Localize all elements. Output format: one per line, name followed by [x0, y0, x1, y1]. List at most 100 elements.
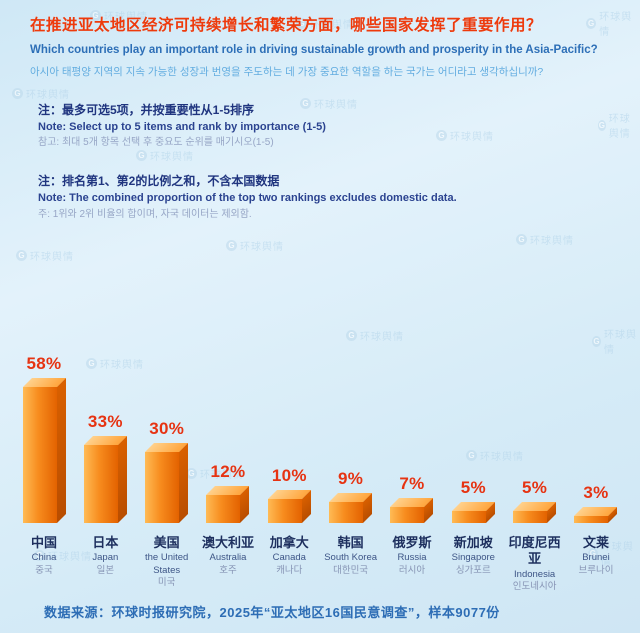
category-label-kr: 싱가포르 [455, 564, 491, 576]
bar-group: 12% 澳大利亚 Australia 호주 [198, 462, 258, 583]
category-labels: 韩国 South Korea 대한민국 [324, 535, 377, 583]
bar-front-face [206, 495, 241, 523]
bar-group: 30% 美国 the United States 미국 [137, 419, 197, 588]
bar-value-label: 12% [210, 462, 246, 481]
bar [513, 502, 557, 523]
watermark-text: 环球舆情 [530, 236, 574, 247]
category-label-kr: 대한민국 [333, 564, 369, 576]
category-label-en: South Korea [324, 552, 378, 564]
note-selection-kr: 참고: 최대 5개 항목 선택 후 중요도 순위를 매기시오(1-5) [38, 137, 274, 149]
bar-value-label: 3% [583, 483, 609, 502]
bar-group: 58% 中国 China 중국 [14, 354, 74, 583]
bar [145, 443, 189, 523]
bar-front-face [329, 502, 364, 523]
content: 在推进亚太地区经济可持续增长和繁荣方面，哪些国家发挥了重要作用？ Which c… [30, 0, 610, 222]
bar [329, 493, 373, 523]
watermark-text: 环球舆情 [240, 242, 284, 253]
bar [451, 502, 495, 523]
category-labels: 美国 the United States 미국 [137, 535, 197, 588]
category-label-cn: 美国 [153, 535, 180, 550]
category-label-en: Brunei [582, 552, 610, 564]
category-labels: 文莱 Brunei 브루나이 [578, 535, 613, 583]
bar-front-face [145, 452, 180, 523]
category-labels: 加拿大 Canada 캐나다 [270, 535, 309, 583]
bar-group: 10% 加拿大 Canada 캐나다 [259, 466, 319, 583]
bar-front-face [390, 507, 425, 523]
bar-side-face [56, 378, 66, 523]
category-label-en: Indonesia [514, 568, 556, 580]
watermark-logo-icon: G [12, 88, 23, 99]
bar-front-face [83, 445, 118, 523]
bar-side-face [117, 436, 127, 523]
note-methodology-cn: 注：排名第1、第2的比例之和，不含本国数据 [38, 174, 280, 189]
bar [206, 486, 250, 523]
watermark-logo-icon: G [592, 335, 601, 347]
bar-value-label: 33% [87, 412, 123, 431]
bars-row: 58% 中国 China 중국 33% 日本 Japan 일본 30% 美国 the United … [14, 354, 626, 592]
bar-value-label: 30% [149, 419, 185, 438]
category-labels: 新加坡 Singapore 싱가포르 [452, 535, 495, 583]
page-title-en: Which countries play an important role i… [30, 44, 598, 57]
bar-group: 5% 印度尼西亚 Indonesia 인도네시아 [505, 478, 565, 592]
category-label-en: Russia [397, 552, 427, 564]
category-label-en: Canada [272, 552, 306, 564]
bar-group: 5% 新加坡 Singapore 싱가포르 [443, 478, 503, 583]
category-label-cn: 中国 [30, 535, 57, 550]
note-methodology: 注：排名第1、第2的比例之和，不含本国数据 Note: The combined… [38, 172, 610, 222]
watermark: G 环球舆情 [516, 232, 574, 247]
bar-value-label: 7% [399, 474, 425, 493]
category-label-cn: 韩国 [337, 535, 364, 550]
watermark-text: 环球舆情 [608, 114, 631, 140]
watermark: G 环球舆情 [226, 238, 284, 253]
category-labels: 中国 China 중국 [31, 535, 57, 583]
category-label-en: Singapore [451, 552, 495, 564]
source-note: 数据来源：环球时报研究院，2025年“亚太地区16国民意调查”，样本9077份 [44, 605, 500, 620]
bar-front-face [451, 511, 486, 523]
category-label-en: Australia [209, 552, 247, 564]
category-label-cn: 澳大利亚 [201, 535, 254, 550]
bar-front-face [22, 387, 57, 523]
note-selection: 注：最多可选5项，并按重要性从1-5排序 Note: Select up to … [38, 101, 610, 151]
category-labels: 澳大利亚 Australia 호주 [202, 535, 254, 583]
watermark-text: 环球舆情 [360, 332, 404, 343]
category-labels: 印度尼西亚 Indonesia 인도네시아 [505, 535, 565, 592]
watermark: G 环球舆情 [16, 248, 74, 263]
category-label-kr: 인도네시아 [512, 580, 557, 592]
bar-side-face [179, 443, 189, 523]
category-label-kr: 호주 [219, 564, 237, 576]
watermark: G 环球舆情 [592, 326, 640, 356]
category-label-kr: 미국 [157, 576, 176, 588]
category-label-cn: 印度尼西亚 [508, 535, 561, 567]
category-label-en: China [31, 552, 57, 564]
category-label-kr: 러시아 [398, 564, 426, 576]
bar [574, 507, 618, 523]
note-selection-en: Note: Select up to 5 items and rank by i… [38, 120, 326, 133]
watermark: G 环球舆情 [346, 328, 404, 343]
bar [390, 498, 434, 523]
bar-side-face [240, 486, 250, 523]
category-labels: 日本 Japan 일본 [92, 535, 118, 583]
bar-chart: 58% 中国 China 중국 33% 日本 Japan 일본 30% 美国 the United … [14, 354, 626, 592]
bar-group: 9% 韩国 South Korea 대한민국 [321, 469, 381, 583]
page-title: 在推进亚太地区经济可持续增长和繁荣方面，哪些国家发挥了重要作用？ [30, 17, 543, 34]
bar-value-label: 5% [522, 478, 548, 497]
bar-value-label: 9% [338, 469, 364, 488]
bar-front-face [513, 511, 548, 523]
bar-value-label: 5% [460, 478, 486, 497]
bar-group: 33% 日本 Japan 일본 [75, 412, 135, 583]
note-methodology-en: Note: The combined proportion of the top… [38, 192, 457, 205]
bar-front-face [574, 516, 609, 523]
bar-group: 3% 文莱 Brunei 브루나이 [566, 483, 626, 583]
category-label-cn: 加拿大 [269, 535, 309, 550]
watermark-text: 环球舆情 [30, 252, 74, 263]
bar-group: 7% 俄罗斯 Russia 러시아 [382, 474, 442, 583]
category-label-cn: 日本 [92, 535, 119, 550]
watermark-text: 环球舆情 [604, 330, 637, 356]
category-label-en: the United States [145, 552, 189, 576]
bar-value-label: 58% [26, 354, 62, 373]
bar [267, 490, 311, 523]
category-label-kr: 캐나다 [276, 564, 303, 576]
category-label-en: Japan [92, 552, 119, 564]
category-label-kr: 일본 [96, 564, 115, 576]
